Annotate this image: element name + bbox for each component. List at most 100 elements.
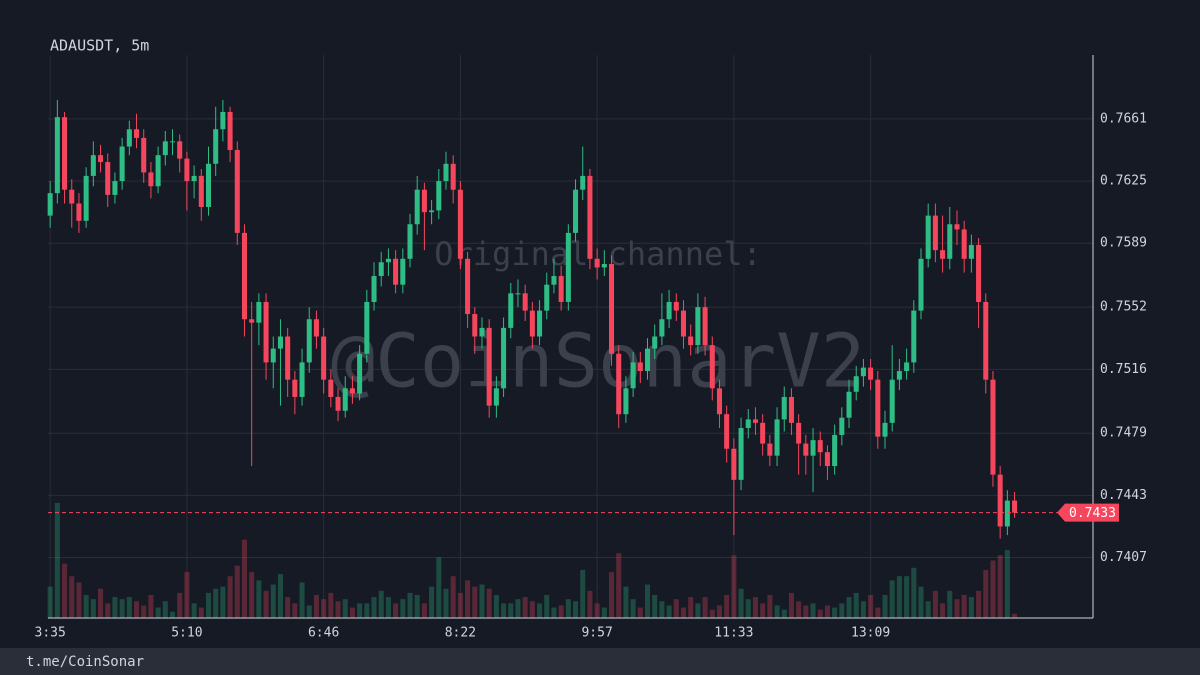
candle-body [724,414,730,449]
candle-body [990,379,996,475]
chart-title: ADAUSDT, 5m [50,37,149,55]
x-tick-label: 11:33 [714,626,753,641]
volume-bar [256,580,262,618]
volume-bar [558,605,564,618]
candle-body [486,327,492,406]
candle-body [767,443,773,456]
candle-body [623,388,629,415]
candle-body [644,348,651,372]
candle-body [673,301,679,311]
volume-bar [983,569,989,618]
volume-bar [62,563,68,618]
candle-body [508,293,514,328]
candle-body [1012,500,1018,513]
volume-bar [328,592,334,618]
volume-bar [745,599,751,618]
volume-bar [976,590,982,618]
candle-body [69,189,75,204]
volume-bar [443,588,449,618]
volume-bar [126,597,132,618]
candle-body [407,224,413,259]
volume-bar [954,599,960,618]
volume-bar [357,603,363,618]
candle-body [716,388,722,415]
candle-body [227,111,233,150]
volume-bar [277,574,283,618]
volume-bar [709,609,715,618]
candle-body [803,443,809,456]
volume-bar [249,572,255,618]
candle-body [745,419,751,429]
volume-bar [270,584,276,618]
volume-bar [666,605,672,618]
candle-body [774,419,780,456]
x-tick-label: 6:46 [308,626,339,641]
candle-body [378,262,384,277]
candle-body [594,258,600,268]
volume-bar [177,592,183,618]
candle-body [443,163,449,182]
candle-body [695,307,701,346]
candle-body [465,258,471,315]
candle-body [205,163,212,207]
volume-bar [565,599,571,618]
candle-body [162,141,168,156]
volume-bar [644,584,651,618]
volume-bar [472,586,478,618]
volume-bar [932,590,938,618]
candle-body [882,422,888,437]
volume-bar [702,597,708,618]
candle-body [501,327,507,389]
candle-body [155,155,161,187]
y-tick-label: 0.7407 [1100,550,1147,565]
volume-bar [860,601,866,618]
candle-body [637,362,643,372]
volume-bar [364,603,370,618]
candle-body [429,210,435,213]
volume-bar [832,607,838,618]
candle-body [184,158,190,182]
volume-bar [652,595,658,618]
volume-bar [774,605,780,618]
volume-bar [378,590,384,618]
volume-bar [227,576,233,618]
volume-bar [760,603,766,618]
candle-body [760,422,766,444]
volume-bar [680,607,687,618]
volume-bar [630,599,636,618]
volume-bar [587,590,593,618]
volume-bar [493,595,499,618]
candle-body [522,293,528,311]
candle-body [493,388,499,406]
y-tick-label: 0.7661 [1100,111,1147,126]
volume-bar [724,595,730,618]
candle-body [54,117,60,194]
volume-bar [896,576,902,618]
volume-bar [393,603,399,618]
candle-body [940,250,946,259]
volume-bar [990,560,996,618]
volume-bar [292,603,298,618]
candle-body [371,276,377,302]
last-price-label: 0.7433 [1069,506,1116,521]
candle-body [62,117,68,190]
volume-bar [767,595,773,618]
volume-bar [479,584,485,618]
candle-body [832,434,838,467]
volume-bar [659,601,665,618]
volume-bar [169,611,176,618]
volume-bar [342,599,348,618]
candle-body [947,224,953,259]
volume-bar [220,586,226,618]
candle-body [731,448,737,480]
candle-body [666,301,672,320]
candle-body [400,258,406,285]
volume-bar [436,557,442,618]
candle-body [83,175,89,221]
footer-text: t.me/CoinSonar [26,654,144,670]
volume-bar [205,592,212,618]
x-tick-label: 5:10 [171,626,202,641]
candle-body [126,129,132,147]
candle-body [752,419,758,423]
volume-bar [601,607,607,618]
